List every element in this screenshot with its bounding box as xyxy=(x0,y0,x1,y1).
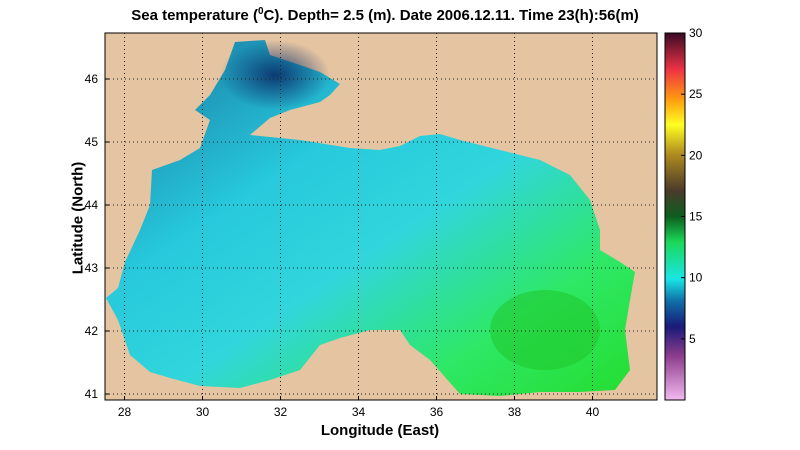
y-tick-labels: 41 42 43 44 45 46 xyxy=(85,72,99,401)
y-tick-label: 42 xyxy=(85,324,99,338)
x-tick-label: 36 xyxy=(430,405,444,419)
y-axis-label: Latitude (North) xyxy=(69,161,87,275)
y-tick-label: 44 xyxy=(85,198,99,212)
colorbar-tick-labels: 5 10 15 20 25 30 xyxy=(681,26,703,346)
x-tick-label: 38 xyxy=(508,405,522,419)
grid-lines xyxy=(105,33,657,400)
x-tick-labels: 28 30 32 34 36 38 40 xyxy=(118,405,600,419)
x-tick-label: 32 xyxy=(274,405,288,419)
y-tick-label: 45 xyxy=(85,135,99,149)
x-tick-label: 34 xyxy=(352,405,366,419)
colorbar-tick-label: 30 xyxy=(689,26,703,40)
colorbar-tick-label: 20 xyxy=(689,148,703,162)
x-tick-label: 40 xyxy=(586,405,600,419)
x-tick-label: 28 xyxy=(118,405,132,419)
y-tick-label: 46 xyxy=(85,72,99,86)
colorbar-tick-label: 25 xyxy=(689,87,703,101)
cold-water-patch xyxy=(220,40,330,110)
y-tick-label: 43 xyxy=(85,261,99,275)
y-tick-label: 41 xyxy=(85,387,99,401)
x-axis-label: Longitude (East) xyxy=(320,422,440,439)
x-tick-label: 30 xyxy=(196,405,210,419)
chart-title: Sea temperature (0C). Depth= 2.5 (m). Da… xyxy=(131,6,639,24)
colorbar-tick-label: 15 xyxy=(689,210,703,224)
warm-water-patch xyxy=(490,290,600,370)
colorbar-tick-label: 5 xyxy=(689,332,696,346)
colorbar-tick-label: 10 xyxy=(689,271,703,285)
